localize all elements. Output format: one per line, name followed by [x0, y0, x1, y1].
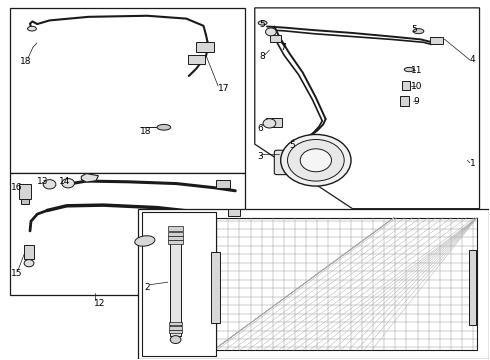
Text: 10: 10 [411, 82, 423, 91]
Text: 2: 2 [145, 283, 150, 292]
FancyBboxPatch shape [24, 245, 34, 258]
Text: 18: 18 [140, 127, 151, 136]
Circle shape [263, 119, 276, 128]
Bar [143, 212, 216, 356]
Text: 11: 11 [411, 66, 423, 75]
Circle shape [43, 180, 56, 189]
Circle shape [24, 260, 34, 267]
Text: 7: 7 [280, 43, 286, 52]
FancyBboxPatch shape [228, 209, 241, 216]
Text: 4: 4 [470, 55, 475, 64]
FancyBboxPatch shape [267, 118, 282, 127]
Circle shape [281, 134, 351, 186]
FancyBboxPatch shape [402, 81, 410, 90]
FancyBboxPatch shape [274, 150, 313, 175]
Ellipse shape [258, 21, 267, 25]
Bar [169, 329, 182, 333]
Bar [168, 226, 183, 230]
Bar [211, 252, 220, 323]
Text: 18: 18 [20, 57, 32, 66]
Bar [469, 250, 476, 325]
Text: 8: 8 [260, 52, 266, 61]
Bar [169, 326, 182, 329]
FancyBboxPatch shape [19, 184, 31, 199]
Text: 5: 5 [260, 19, 266, 28]
Text: 9: 9 [414, 97, 419, 106]
Text: 16: 16 [11, 183, 23, 192]
Bar [10, 173, 245, 295]
Ellipse shape [157, 125, 171, 130]
Circle shape [288, 139, 344, 181]
FancyBboxPatch shape [196, 42, 214, 52]
FancyBboxPatch shape [21, 199, 29, 204]
Circle shape [266, 28, 276, 36]
Ellipse shape [135, 236, 155, 246]
Ellipse shape [292, 140, 300, 144]
Ellipse shape [404, 67, 414, 72]
Text: 15: 15 [11, 269, 23, 278]
Bar [168, 231, 183, 236]
Text: 17: 17 [218, 84, 230, 93]
Ellipse shape [27, 26, 36, 31]
Text: 1: 1 [470, 159, 475, 168]
Text: 6: 6 [257, 123, 263, 132]
Circle shape [170, 336, 181, 343]
Circle shape [62, 179, 74, 188]
Bar [10, 8, 245, 173]
Bar [213, 218, 477, 350]
Bar [169, 321, 182, 325]
Text: 14: 14 [59, 176, 71, 185]
FancyBboxPatch shape [270, 35, 281, 41]
Polygon shape [81, 174, 98, 182]
Bar [168, 236, 183, 240]
Text: 3: 3 [257, 152, 263, 161]
Text: 12: 12 [94, 299, 105, 308]
Ellipse shape [413, 29, 424, 34]
FancyBboxPatch shape [216, 180, 230, 188]
Text: 5: 5 [411, 25, 417, 34]
Circle shape [300, 149, 331, 172]
FancyBboxPatch shape [430, 37, 443, 44]
Polygon shape [255, 8, 480, 209]
Text: 13: 13 [37, 177, 49, 186]
FancyBboxPatch shape [188, 55, 205, 64]
Bar [170, 239, 181, 336]
FancyBboxPatch shape [400, 96, 409, 106]
Bar [138, 209, 490, 359]
Text: 5: 5 [289, 141, 294, 150]
Bar [168, 239, 183, 244]
